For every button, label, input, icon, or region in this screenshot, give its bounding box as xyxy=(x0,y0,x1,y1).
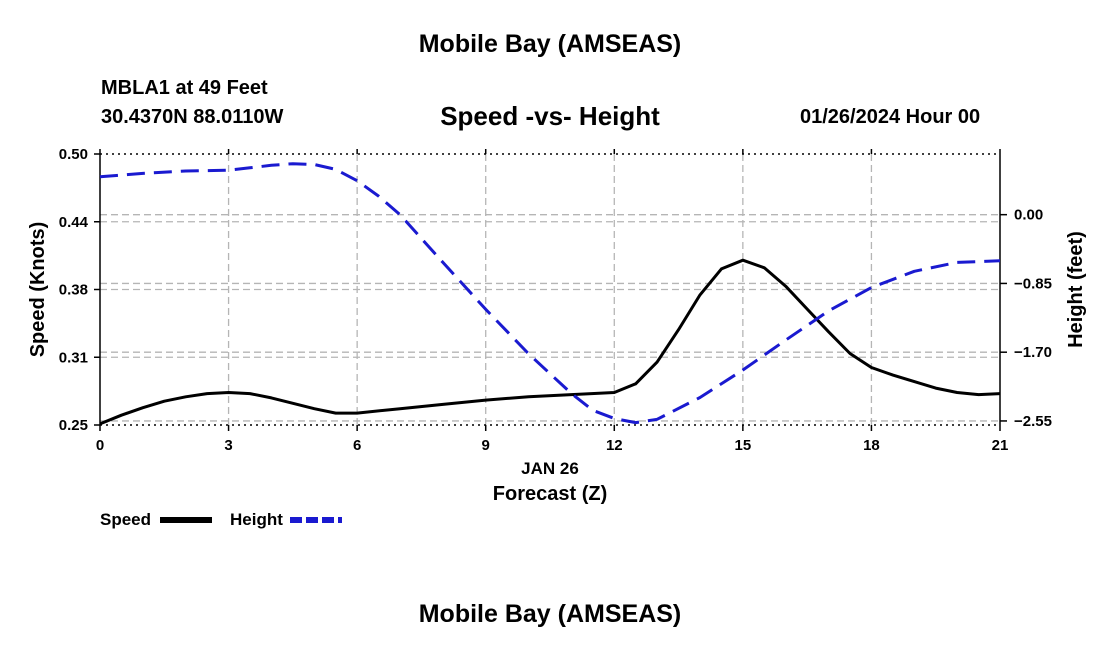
legend: Speed Height xyxy=(100,510,342,529)
speed-height-chart: 0 3 6 9 12 15 18 21 0.25 0.31 0.38 0.44 0.50 0.00 −0.8… xyxy=(27,146,1087,529)
plot-frame xyxy=(99,153,1001,426)
axis-labels: 0 3 6 9 12 15 18 21 0.25 0.31 0.38 0.44 0.50 0.00 −0.8… xyxy=(27,146,1087,505)
y-left-tick-label: 0.25 xyxy=(59,417,88,434)
x-tick-label: 15 xyxy=(735,437,752,454)
series-line-height xyxy=(99,162,1001,425)
y-right-tick-label: −2.55 xyxy=(1014,413,1052,430)
legend-label-height: Height xyxy=(230,510,283,529)
x-tick-label: 12 xyxy=(606,437,623,454)
figure-title-top: Mobile Bay (AMSEAS) xyxy=(418,30,682,58)
y-left-axis-title: Speed (Knots) xyxy=(27,222,49,358)
y-right-tick-label: −0.85 xyxy=(1014,275,1052,292)
y-left-tick-label: 0.31 xyxy=(59,349,88,366)
x-tick-label: 3 xyxy=(224,437,232,454)
chart-subtitle: Speed -vs- Height xyxy=(440,101,660,131)
legend-label-speed: Speed xyxy=(100,510,151,529)
axis-ticks xyxy=(94,149,1007,431)
x-tick-label: 0 xyxy=(96,437,104,454)
series-line-speed xyxy=(99,258,1001,426)
y-left-tick-label: 0.50 xyxy=(59,146,88,163)
station-coordinates: 30.4370N 88.0110W xyxy=(101,106,284,128)
y-left-tick-label: 0.38 xyxy=(59,282,88,299)
y-right-axis-title: Height (feet) xyxy=(1065,231,1087,348)
x-axis-date: JAN 26 xyxy=(521,459,579,478)
y-left-tick-label: 0.44 xyxy=(59,214,89,231)
figure-title-bottom: Mobile Bay (AMSEAS) xyxy=(418,600,682,628)
x-tick-label: 9 xyxy=(482,437,490,454)
x-tick-label: 18 xyxy=(863,437,880,454)
x-tick-label: 21 xyxy=(992,437,1009,454)
forecast-date: 01/26/2024 Hour 00 xyxy=(800,106,981,128)
grid-lines xyxy=(100,154,1000,425)
station-label: MBLA1 at 49 Feet xyxy=(101,77,268,99)
series-layer xyxy=(99,162,1001,426)
x-axis-title: Forecast (Z) xyxy=(493,483,607,505)
y-right-tick-label: 0.00 xyxy=(1014,207,1043,224)
y-right-tick-label: −1.70 xyxy=(1014,344,1052,361)
x-tick-label: 6 xyxy=(353,437,361,454)
